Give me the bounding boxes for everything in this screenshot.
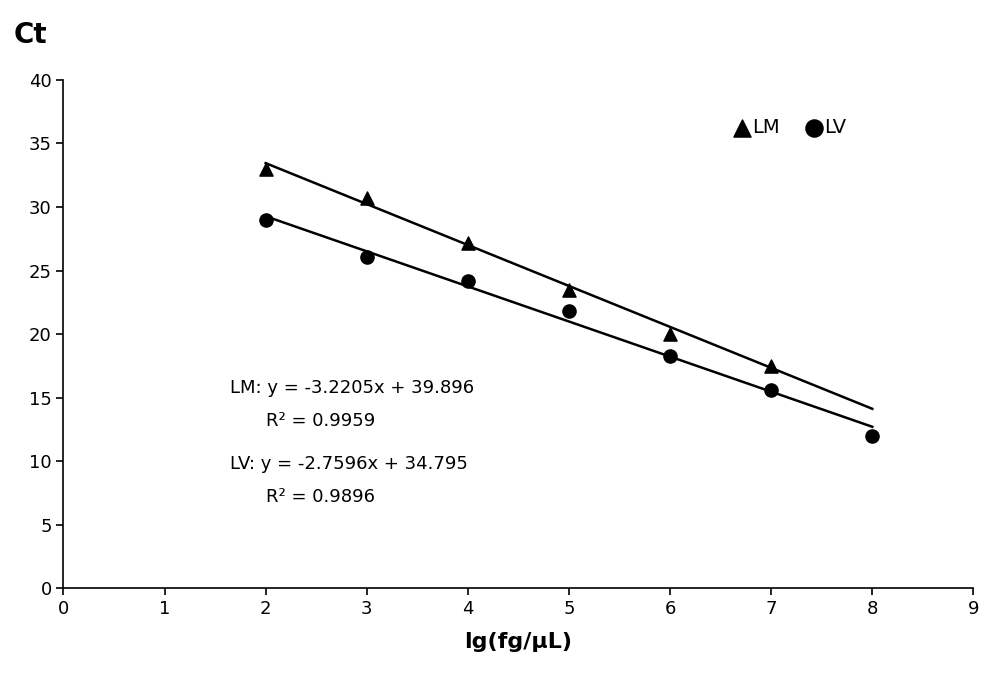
Text: R² = 0.9959: R² = 0.9959	[266, 412, 375, 430]
Legend: LM, LV: LM, LV	[729, 110, 854, 145]
●  LV	[561, 306, 577, 317]
▲  LM	[359, 192, 375, 203]
▲  LM	[662, 329, 678, 340]
▲  LM	[258, 164, 274, 174]
Text: LV: y = -2.7596x + 34.795: LV: y = -2.7596x + 34.795	[230, 455, 468, 473]
Text: Ct: Ct	[13, 22, 47, 49]
●  LV	[258, 215, 274, 225]
▲  LM	[763, 361, 779, 371]
●  LV	[864, 431, 880, 441]
X-axis label: lg(fg/μL): lg(fg/μL)	[464, 632, 572, 652]
●  LV	[359, 251, 375, 262]
●  LV	[460, 275, 476, 286]
Text: R² = 0.9896: R² = 0.9896	[266, 488, 375, 506]
▲  LM	[561, 284, 577, 295]
Text: LM: y = -3.2205x + 39.896: LM: y = -3.2205x + 39.896	[230, 379, 474, 396]
●  LV	[662, 351, 678, 361]
●  LV	[763, 385, 779, 396]
▲  LM	[460, 238, 476, 248]
